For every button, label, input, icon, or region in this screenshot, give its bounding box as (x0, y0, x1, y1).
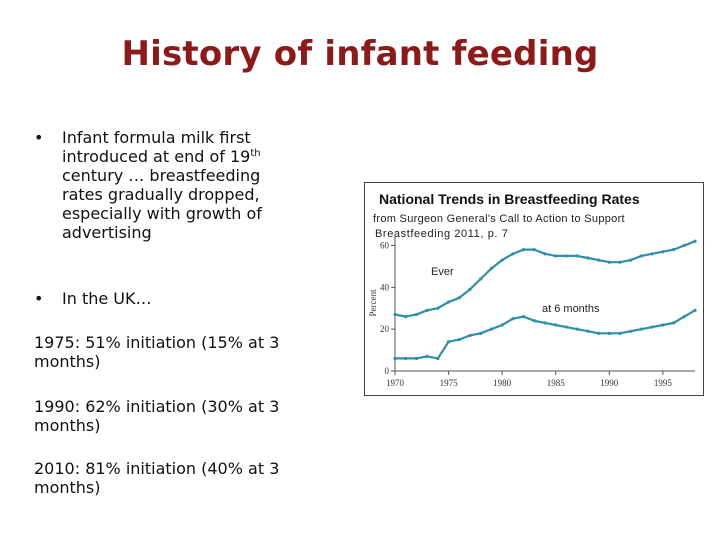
data-point-six-months (650, 325, 654, 329)
y-tick-label: 0 (385, 366, 390, 376)
data-point-six-months (564, 325, 569, 329)
data-point-ever (436, 306, 440, 310)
y-tick-label: 60 (380, 240, 390, 250)
x-tick-label: 1980 (493, 378, 512, 388)
bullet-formula-history: • Infant formula milk first introduced at… (34, 128, 296, 242)
data-point-ever (618, 260, 622, 264)
x-tick-label: 1995 (654, 378, 673, 388)
y-tick-label: 20 (380, 324, 390, 334)
data-point-six-months (511, 317, 515, 321)
data-point-six-months (607, 331, 611, 335)
data-point-six-months (521, 315, 526, 319)
chart-subtitle-line2: Breastfeeding 2011, p. 7 (375, 228, 509, 240)
data-point-ever (661, 250, 665, 254)
data-point-ever (607, 260, 611, 264)
y-axis-label: Percent (368, 289, 378, 316)
data-point-six-months (671, 321, 676, 325)
x-tick-label: 1970 (386, 378, 405, 388)
stat-1990: 1990: 62% initiation (30% at 3 months) (34, 397, 280, 435)
data-point-six-months (479, 331, 483, 335)
breastfeeding-trends-chart: National Trends in Breastfeeding Rates f… (364, 182, 704, 396)
stat-1975: 1975: 51% initiation (15% at 3 months) (34, 333, 280, 371)
data-point-ever (554, 254, 558, 258)
data-point-six-months (596, 331, 601, 335)
data-point-ever (629, 258, 633, 262)
data-point-ever (639, 254, 644, 258)
data-point-ever (564, 254, 569, 258)
bullet-uk-text: In the UK… (62, 289, 152, 308)
data-point-six-months (586, 329, 590, 333)
data-point-ever (586, 256, 590, 260)
data-point-six-months (532, 319, 536, 323)
data-point-ever (693, 239, 697, 243)
data-point-ever (532, 248, 536, 252)
series-line-six-months (395, 309, 696, 360)
data-point-six-months (554, 323, 558, 327)
data-point-six-months (436, 356, 440, 361)
data-point-six-months (618, 331, 622, 335)
data-point-six-months (425, 354, 429, 358)
data-point-ever (671, 248, 676, 252)
data-point-ever (404, 315, 408, 319)
data-point-six-months (629, 329, 633, 333)
x-tick-label: 1975 (440, 378, 459, 388)
data-point-ever (596, 258, 601, 262)
data-point-six-months (639, 327, 644, 331)
data-point-ever (511, 252, 515, 256)
data-point-ever (575, 254, 579, 258)
data-point-ever (489, 266, 494, 271)
data-point-ever (393, 312, 397, 317)
data-point-ever (468, 287, 472, 291)
data-point-six-months (414, 356, 419, 361)
data-point-six-months (661, 323, 665, 327)
bullet-formula-text-rest: century … breastfeeding rates gradually … (62, 166, 262, 242)
data-point-ever (682, 243, 686, 248)
data-point-ever (414, 312, 419, 317)
data-point-ever (446, 300, 451, 304)
stat-2010: 2010: 81% initiation (40% at 3 months) (34, 459, 280, 497)
annotation-six-months: at 6 months (542, 303, 600, 315)
bullet-uk: • In the UK… (34, 289, 296, 308)
data-point-six-months (575, 327, 579, 331)
bullet-formula-superscript: th (250, 148, 261, 159)
data-point-ever (500, 258, 504, 262)
data-point-ever (425, 308, 429, 312)
data-point-six-months (457, 338, 461, 342)
data-point-ever (543, 252, 547, 256)
data-point-six-months (446, 340, 451, 344)
chart-subtitle-line1: from Surgeon General's Call to Action to… (373, 213, 625, 225)
chart-plot-area: 0 20 40 60 Percent 1970 1975 1980 1985 1990 1995 Ev… (368, 235, 697, 388)
bullet-marker: • (34, 289, 44, 308)
data-point-six-months (500, 323, 504, 327)
y-tick-label: 40 (380, 282, 390, 292)
data-point-six-months (489, 327, 494, 331)
data-point-six-months (393, 356, 397, 361)
data-point-six-months (543, 321, 547, 325)
x-tick-label: 1985 (547, 378, 566, 388)
bullet-formula-text: Infant formula milk first introduced at … (62, 128, 251, 166)
slide-title: History of infant feeding (121, 34, 599, 74)
data-point-six-months (693, 308, 697, 312)
data-point-ever (521, 248, 526, 252)
data-point-ever (650, 252, 654, 256)
data-point-six-months (404, 356, 408, 361)
chart-title: National Trends in Breastfeeding Rates (379, 191, 640, 207)
bullet-marker: • (34, 128, 44, 147)
data-point-six-months (682, 315, 686, 319)
data-point-ever (457, 296, 461, 300)
annotation-ever: Ever (431, 266, 454, 278)
data-point-six-months (468, 333, 472, 338)
x-tick-label: 1990 (600, 378, 619, 388)
data-point-ever (479, 277, 483, 281)
